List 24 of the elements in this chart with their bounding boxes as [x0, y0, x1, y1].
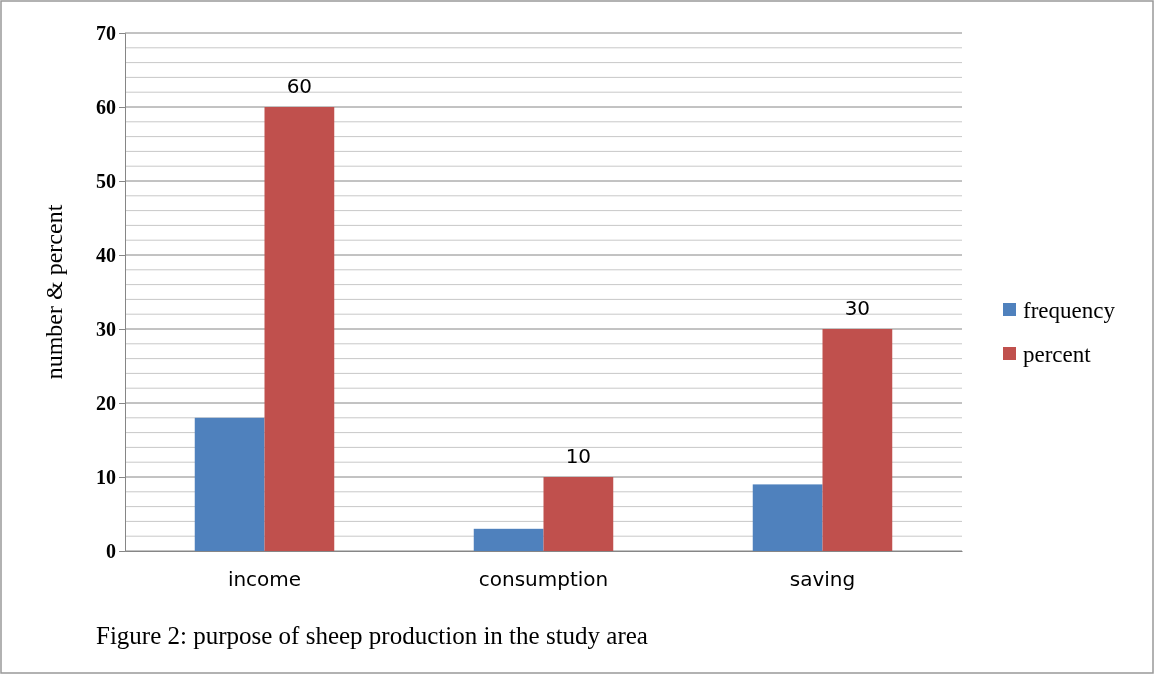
x-tick-label: saving: [789, 567, 856, 591]
bar: [543, 477, 614, 551]
y-tick-label: 50: [96, 169, 116, 192]
y-tick-label: 60: [96, 95, 116, 118]
data-label: 60: [286, 74, 313, 98]
y-tick-label: 70: [96, 21, 116, 44]
y-tick-label: 20: [96, 391, 116, 414]
bar: [264, 107, 335, 551]
bar: [473, 528, 544, 551]
caption: Figure 2: purpose of sheep production in the study area: [96, 622, 648, 649]
y-axis-title: number & percent: [41, 204, 67, 380]
x-tick-label: consumption: [478, 567, 609, 591]
legend-label: percent: [1023, 342, 1092, 368]
bar: [194, 417, 265, 551]
bar: [752, 484, 823, 551]
y-tick-label: 10: [96, 465, 116, 488]
data-label: 10: [565, 444, 592, 468]
y-tick-label: 0: [106, 539, 116, 562]
y-tick-label: 30: [96, 317, 116, 340]
y-tick-label: 40: [96, 243, 116, 266]
data-label: 30: [844, 296, 871, 320]
bar: [822, 329, 893, 551]
legend-label: frequency: [1023, 298, 1116, 324]
x-tick-label: income: [227, 567, 302, 591]
